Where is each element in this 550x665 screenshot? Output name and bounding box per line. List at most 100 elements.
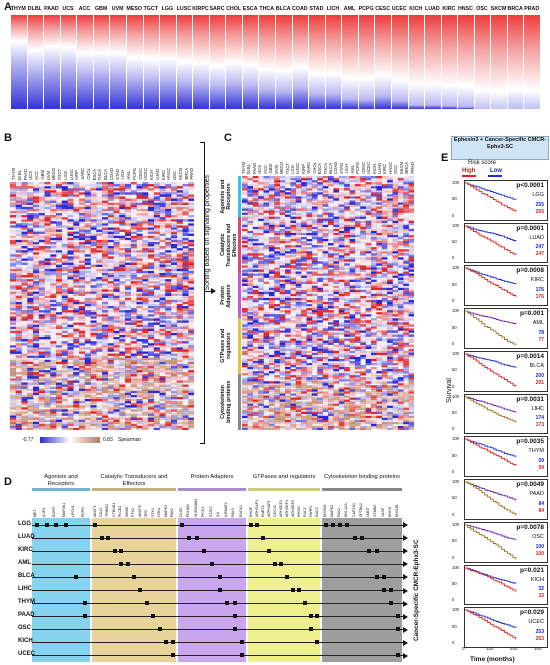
panel-d-dot: [83, 601, 88, 606]
panel-b-column-label: LGG: [62, 171, 68, 180]
km-y-tick: 100: [452, 607, 459, 613]
km-p-value: p=0.0035: [516, 438, 544, 446]
km-cancer-label: LIHC: [531, 405, 544, 412]
km-n-high: 59: [538, 458, 544, 465]
panel-c-column-label: SARC: [306, 162, 312, 174]
km-curves: [465, 353, 517, 387]
panel-d-gene-label: CDC42: [272, 505, 277, 517]
km-plot: p=0.0014 BLCA 200 201: [464, 350, 548, 392]
panel-d-row-label: KIRC: [18, 546, 33, 553]
km-curves: [465, 396, 517, 423]
km-y-tick: 0: [452, 298, 455, 304]
panel-c-group-color: [238, 318, 241, 375]
km-n-low: 100: [535, 550, 544, 557]
km-y-tick: 50: [452, 367, 457, 373]
km-p-value: p=0.0001: [516, 224, 544, 232]
km-p-value: p=0.001: [519, 310, 544, 318]
panel-d-dot: [396, 627, 401, 632]
panel-d-header-bar: [92, 488, 176, 491]
panel-d-dot: [261, 535, 265, 540]
panel-d-row-label: OSC: [18, 625, 32, 632]
km-curves: [465, 609, 517, 640]
panel-a-cancer-label: KIRC: [442, 6, 456, 12]
panel-d-dot: [138, 588, 143, 592]
km-x-tick: 300: [534, 646, 542, 651]
panel-a-gradient-column: [258, 15, 275, 109]
risk-low-swatch: [488, 175, 502, 177]
km-n-low: 253: [535, 635, 544, 642]
km-curve: [465, 353, 517, 387]
legend-label: Spearman: [118, 437, 142, 443]
panel-c-column-label: DLBL: [246, 163, 252, 174]
panel-d-header-bar: [248, 488, 320, 491]
panel-a-cancer-label: MESO: [126, 6, 143, 12]
panel-e-header: Ephexin3 + Cancer-Specific CMCR-Ephx3-SC: [453, 137, 547, 151]
panel-d-dot: [119, 548, 124, 553]
km-x-tick: 100: [486, 646, 494, 651]
km-y-tick: 50: [452, 281, 457, 287]
panel-d-gene-label: MYH9: [387, 507, 392, 517]
panel-d-row-line: [32, 550, 404, 552]
panel-c-group-label: Cytoskeleton binding proteins: [220, 380, 232, 424]
km-y-tick: 50: [452, 239, 457, 245]
km-curve: [465, 310, 517, 346]
panel-b-column-label: UVM: [45, 170, 51, 180]
panel-b-column-label: THYM: [11, 168, 16, 180]
panel-b-column-label: DLBL: [16, 169, 22, 180]
km-n-high: 100: [535, 543, 544, 550]
km-curve: [465, 524, 517, 560]
km-curve: [465, 310, 517, 325]
km-x-tick: 200: [510, 646, 518, 651]
panel-d-gene-label: MAPK2: [329, 504, 334, 517]
panel-c-column-label: BRCA: [404, 162, 410, 174]
panel-b-column-label: LICH: [120, 170, 126, 180]
panel-a-gradient-column: [208, 15, 226, 109]
panel-d-row-arrow: [403, 522, 408, 529]
km-y-tick: 0: [452, 212, 455, 218]
panel-c-column-label: TGCT: [284, 162, 290, 174]
panel-d-pathway-table: Agonists and Receptors MET IL1R1 EGFR MAP3K1…: [10, 474, 434, 665]
panel-a-gradient-column: [59, 15, 77, 109]
km-y-tick: 0: [452, 426, 455, 432]
km-n-low: 77: [538, 336, 544, 343]
panel-b-column-label: UCEC: [143, 168, 149, 180]
panel-d-dot: [99, 535, 104, 540]
panel-a-gradient-column: [424, 15, 441, 109]
panel-d-dot: [360, 535, 364, 540]
panel-d-dot: [170, 640, 175, 645]
km-curve: [465, 438, 517, 458]
panel-d-dot: [249, 522, 253, 527]
panel-c-column-label: KIRC: [382, 163, 388, 174]
panel-a-cancer-label: GBM: [94, 6, 108, 12]
panel-a-cancer-label: COAD: [292, 6, 308, 12]
km-y-tick: 50: [452, 410, 457, 415]
km-n-high: 253: [535, 628, 544, 635]
panel-d-row-arrow: [403, 639, 408, 646]
panel-d-dot: [112, 548, 117, 553]
panel-a-gradient-column: [506, 15, 524, 109]
km-y-tick: 100: [452, 265, 459, 271]
panel-c-column-label: CHOL: [311, 162, 317, 174]
panel-a-gradient-strip: THYM DLBL PAAD UCS ACC GBM UVM MESO TGCT LGG LUSC K…: [10, 6, 540, 110]
panel-d-gene-label: MYO9A: [322, 504, 327, 517]
panel-a-cancer-label: THCA: [259, 6, 275, 12]
panel-b-column-label: CHOL: [85, 168, 91, 180]
panel-a-gradient-column: [125, 15, 143, 109]
panel-a-gradient-column: [159, 15, 176, 109]
km-plot: p<0.0001 LGG 255 255: [464, 180, 548, 221]
risk-high-label: High: [462, 168, 476, 174]
panel-d-gene-label: FARP2: [308, 505, 313, 517]
panel-d-gene-label: STK4: [150, 508, 155, 517]
panel-b-column-label: PAAD: [22, 168, 28, 180]
km-y-tick: 100: [452, 479, 459, 485]
panel-c-letter: C: [224, 132, 232, 144]
panel-d-gene-label: EGFR: [51, 507, 56, 517]
panel-d-gene-label: SRC: [144, 509, 149, 517]
panel-d-row-label: LUAD: [18, 533, 35, 540]
panel-b-column-label: THCA: [97, 168, 103, 180]
panel-d-gene-label: ARHGAP1: [254, 499, 259, 517]
panel-c-column-label: ESCA: [317, 162, 323, 174]
panel-d-row-line: [32, 616, 404, 618]
panel-d-row-label: PAAD: [18, 612, 35, 619]
panel-d-dot: [374, 574, 379, 579]
